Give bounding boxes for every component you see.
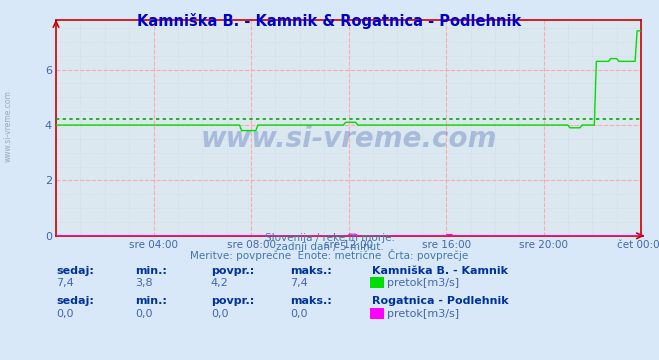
Text: Meritve: povprečne  Enote: metrične  Črta: povprečje: Meritve: povprečne Enote: metrične Črta:… <box>190 249 469 261</box>
Text: 0,0: 0,0 <box>290 309 308 319</box>
Text: sedaj:: sedaj: <box>56 266 94 276</box>
Text: povpr.:: povpr.: <box>211 296 254 306</box>
Text: maks.:: maks.: <box>290 296 331 306</box>
Text: povpr.:: povpr.: <box>211 266 254 276</box>
Text: 3,8: 3,8 <box>135 278 153 288</box>
Text: min.:: min.: <box>135 296 167 306</box>
Text: www.si-vreme.com: www.si-vreme.com <box>3 90 13 162</box>
Text: pretok[m3/s]: pretok[m3/s] <box>387 309 459 319</box>
Text: Slovenija / reke in morje.: Slovenija / reke in morje. <box>264 233 395 243</box>
Text: sedaj:: sedaj: <box>56 296 94 306</box>
Text: Kamniška B. - Kamnik & Rogatnica - Podlehnik: Kamniška B. - Kamnik & Rogatnica - Podle… <box>137 13 522 28</box>
Text: www.si-vreme.com: www.si-vreme.com <box>200 125 497 153</box>
Text: 0,0: 0,0 <box>56 309 74 319</box>
Text: pretok[m3/s]: pretok[m3/s] <box>387 278 459 288</box>
Text: maks.:: maks.: <box>290 266 331 276</box>
Text: Rogatnica - Podlehnik: Rogatnica - Podlehnik <box>372 296 509 306</box>
Text: 4,2: 4,2 <box>211 278 229 288</box>
Text: 0,0: 0,0 <box>211 309 229 319</box>
Text: 0,0: 0,0 <box>135 309 153 319</box>
Text: 7,4: 7,4 <box>290 278 308 288</box>
Text: zadnji dan / 5 minut.: zadnji dan / 5 minut. <box>275 242 384 252</box>
Text: 7,4: 7,4 <box>56 278 74 288</box>
Text: min.:: min.: <box>135 266 167 276</box>
Text: Kamniška B. - Kamnik: Kamniška B. - Kamnik <box>372 266 508 276</box>
